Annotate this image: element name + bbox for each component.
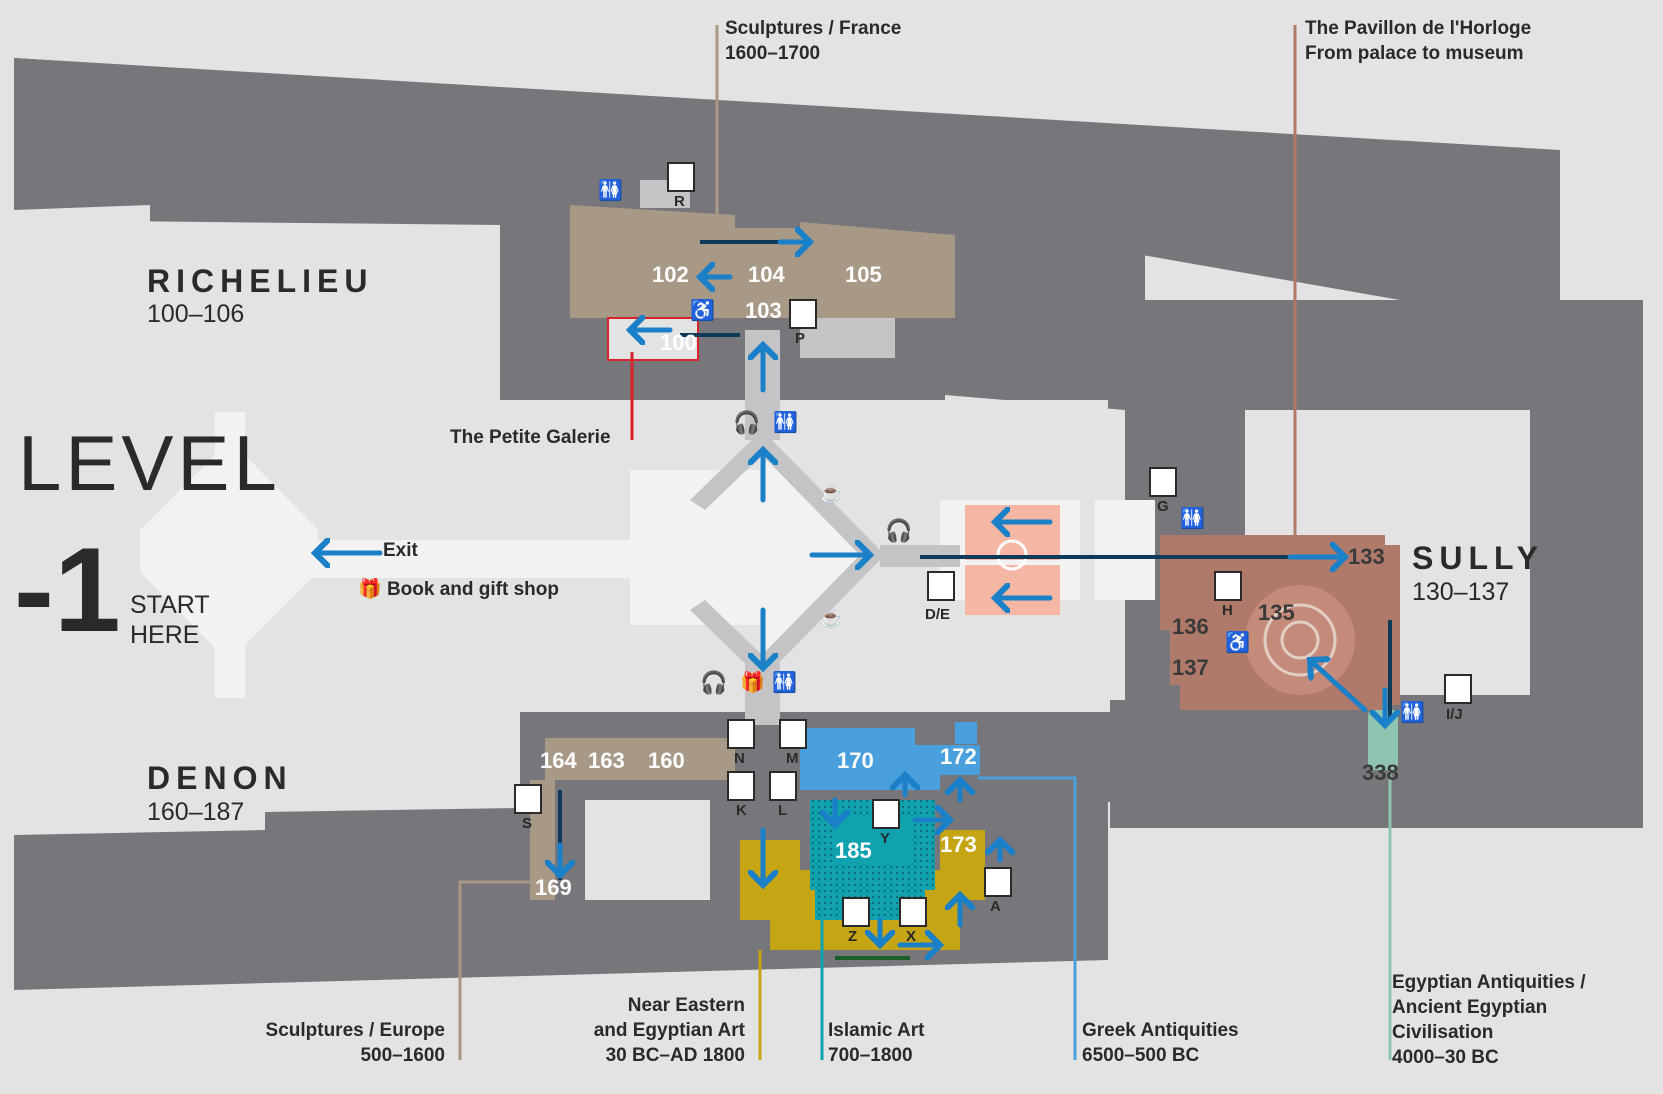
room-338: 338 — [1362, 760, 1399, 785]
cafe-icon: ☕ — [820, 483, 843, 503]
access-G: G — [1157, 498, 1169, 515]
room-172: 172 — [940, 744, 977, 769]
callout-lines — [458, 25, 1392, 1060]
room-169: 169 — [535, 875, 572, 900]
access-L: L — [778, 802, 788, 819]
toilet-icon: 🚻 — [772, 672, 797, 694]
room-103: 103 — [745, 298, 782, 323]
callout-egyptian: Egyptian Antiquities / Ancient Egyptian … — [1392, 972, 1586, 1068]
elevator-icon — [789, 299, 817, 329]
room-135: 135 — [1258, 600, 1295, 625]
elevator-icon — [899, 897, 927, 927]
level-word: LEVEL — [18, 419, 281, 507]
callout-islamic: Islamic Art 700–1800 — [828, 1020, 925, 1066]
elevator-icon — [727, 719, 755, 749]
elevator-icon — [984, 867, 1012, 897]
elevator-icon — [727, 771, 755, 801]
room-133: 133 — [1348, 544, 1385, 569]
wing-richelieu-name: RICHELIEU — [147, 263, 374, 299]
toilet-icon: 🚻 — [1180, 508, 1205, 530]
room-185: 185 — [835, 838, 872, 863]
start-line2: HERE — [130, 621, 200, 649]
elevator-icon — [927, 571, 955, 601]
wheelchair-icon: ♿ — [690, 300, 715, 322]
shop-label: 🎁 Book and gift shop — [358, 579, 559, 600]
direction-arrows — [315, 242, 1385, 945]
elevator-icons — [514, 162, 1472, 927]
access-P: P — [795, 330, 806, 347]
exit-label: Exit — [383, 540, 418, 561]
elevator-icon — [842, 897, 870, 927]
toilet-icon: 🚻 — [598, 180, 623, 202]
access-A: A — [990, 898, 1001, 915]
sculptures-europe-zone — [530, 738, 735, 900]
greek-zone — [800, 722, 980, 790]
route-lines — [558, 240, 1392, 960]
elevator-icon — [514, 784, 542, 814]
toilet-icon: 🚻 — [1400, 702, 1425, 724]
toilet-icon: 🚻 — [773, 412, 798, 434]
elevator-icon — [1214, 571, 1242, 601]
room-137: 137 — [1172, 655, 1209, 680]
elevator-icon — [1444, 674, 1472, 704]
room-163: 163 — [588, 748, 625, 773]
wing-sully-range: 130–137 — [1412, 578, 1510, 606]
elevator-icon — [667, 162, 695, 192]
access-H: H — [1222, 602, 1233, 619]
callout-sculptures-europe: Sculptures / Europe 500–1600 — [265, 1020, 445, 1066]
room-160: 160 — [648, 748, 685, 773]
access-X: X — [906, 928, 917, 945]
callout-near-eastern: Near Eastern and Egyptian Art 30 BC–AD 1… — [593, 995, 745, 1066]
wheelchair-icon: ♿ — [1225, 632, 1250, 654]
room-170: 170 — [837, 748, 874, 773]
wing-richelieu-range: 100–106 — [147, 300, 245, 328]
callout-sculptures-france: Sculptures / France 1600–1700 — [725, 18, 902, 64]
room-164: 164 — [540, 748, 577, 773]
audio-guide-icon: 🎧 — [885, 518, 913, 543]
wing-denon-range: 160–187 — [147, 798, 245, 826]
elevator-icon — [779, 719, 807, 749]
access-Y: Y — [880, 830, 891, 847]
start-line1: START — [130, 591, 210, 619]
callout-greek: Greek Antiquities 6500–500 BC — [1082, 1020, 1239, 1066]
cafe-icon: ☕ — [820, 608, 843, 628]
start-here-label: START HERE — [130, 590, 210, 650]
room-136: 136 — [1172, 614, 1209, 639]
callout-petite-galerie: The Petite Galerie — [450, 427, 611, 448]
gift-icon: 🎁 — [358, 579, 382, 600]
access-Z: Z — [848, 928, 858, 945]
arrow — [1310, 660, 1368, 713]
audio-guide-icon: 🎧 — [733, 410, 761, 435]
wing-sully-name: SULLY — [1412, 540, 1544, 576]
access-IJ: I/J — [1446, 706, 1463, 723]
access-K: K — [736, 802, 747, 819]
wing-denon-name: DENON — [147, 760, 293, 796]
level-number: -1 — [14, 523, 121, 657]
room-104: 104 — [748, 262, 785, 287]
access-M: M — [786, 750, 799, 767]
callout-pavillon: The Pavillon de l'Horloge From palace to… — [1305, 18, 1532, 64]
access-R: R — [674, 193, 685, 210]
access-N: N — [734, 750, 745, 767]
audio-guide-icon: 🎧 — [700, 670, 728, 695]
room-100: 100 — [660, 330, 697, 355]
access-DE: D/E — [925, 606, 951, 623]
elevator-icon — [872, 799, 900, 829]
elevator-icon — [1149, 467, 1177, 497]
room-102: 102 — [652, 262, 689, 287]
access-S: S — [522, 815, 533, 832]
room-173: 173 — [940, 832, 977, 857]
gift-icon: 🎁 — [740, 672, 765, 694]
elevator-icon — [769, 771, 797, 801]
room-105: 105 — [845, 262, 882, 287]
